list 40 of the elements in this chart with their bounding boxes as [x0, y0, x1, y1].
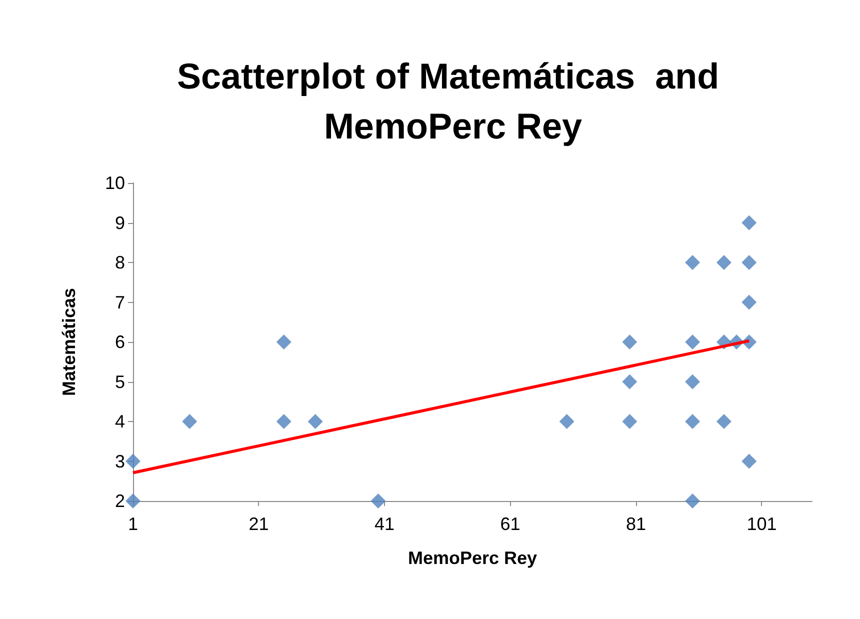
point [685, 334, 700, 350]
point [126, 454, 140, 469]
point [182, 414, 198, 429]
point [370, 494, 386, 508]
point [742, 255, 757, 270]
point [716, 414, 732, 429]
point [126, 494, 140, 508]
y-tick-label: 6 [114, 332, 125, 352]
y-tick-label: 3 [114, 451, 125, 472]
x-tick-label: 41 [374, 514, 394, 534]
y-tick-label: 7 [114, 292, 125, 312]
point [622, 374, 638, 390]
point [276, 414, 292, 429]
chart-title: Scatterplot of Matemáticas and MemoPerc Rey [176, 56, 730, 146]
point [685, 494, 700, 508]
point [685, 255, 700, 270]
x-tick-label: 101 [746, 514, 777, 534]
point [742, 215, 757, 230]
x-tick-label: 1 [128, 514, 138, 534]
x-tick-label: 81 [626, 514, 646, 534]
point [685, 374, 700, 390]
point [742, 294, 757, 310]
point [685, 414, 700, 429]
y-tick-label: 2 [114, 491, 125, 511]
point [559, 414, 574, 429]
point [276, 334, 292, 350]
point [622, 334, 638, 350]
point [716, 255, 732, 270]
y-tick-label: 10 [104, 173, 125, 193]
point [308, 414, 323, 429]
x-tick-label: 21 [248, 514, 269, 534]
y-tick-label: 4 [114, 412, 125, 432]
y-axis-title: Matemáticas [59, 288, 79, 396]
point [742, 454, 757, 469]
y-tick-label: 8 [114, 252, 125, 272]
x-axis-title: MemoPerc Rey [408, 548, 538, 568]
y-tick-label: 5 [114, 372, 125, 392]
x-tick-label: 61 [500, 514, 520, 534]
y-tick-label: 9 [114, 212, 125, 233]
point [622, 414, 638, 429]
